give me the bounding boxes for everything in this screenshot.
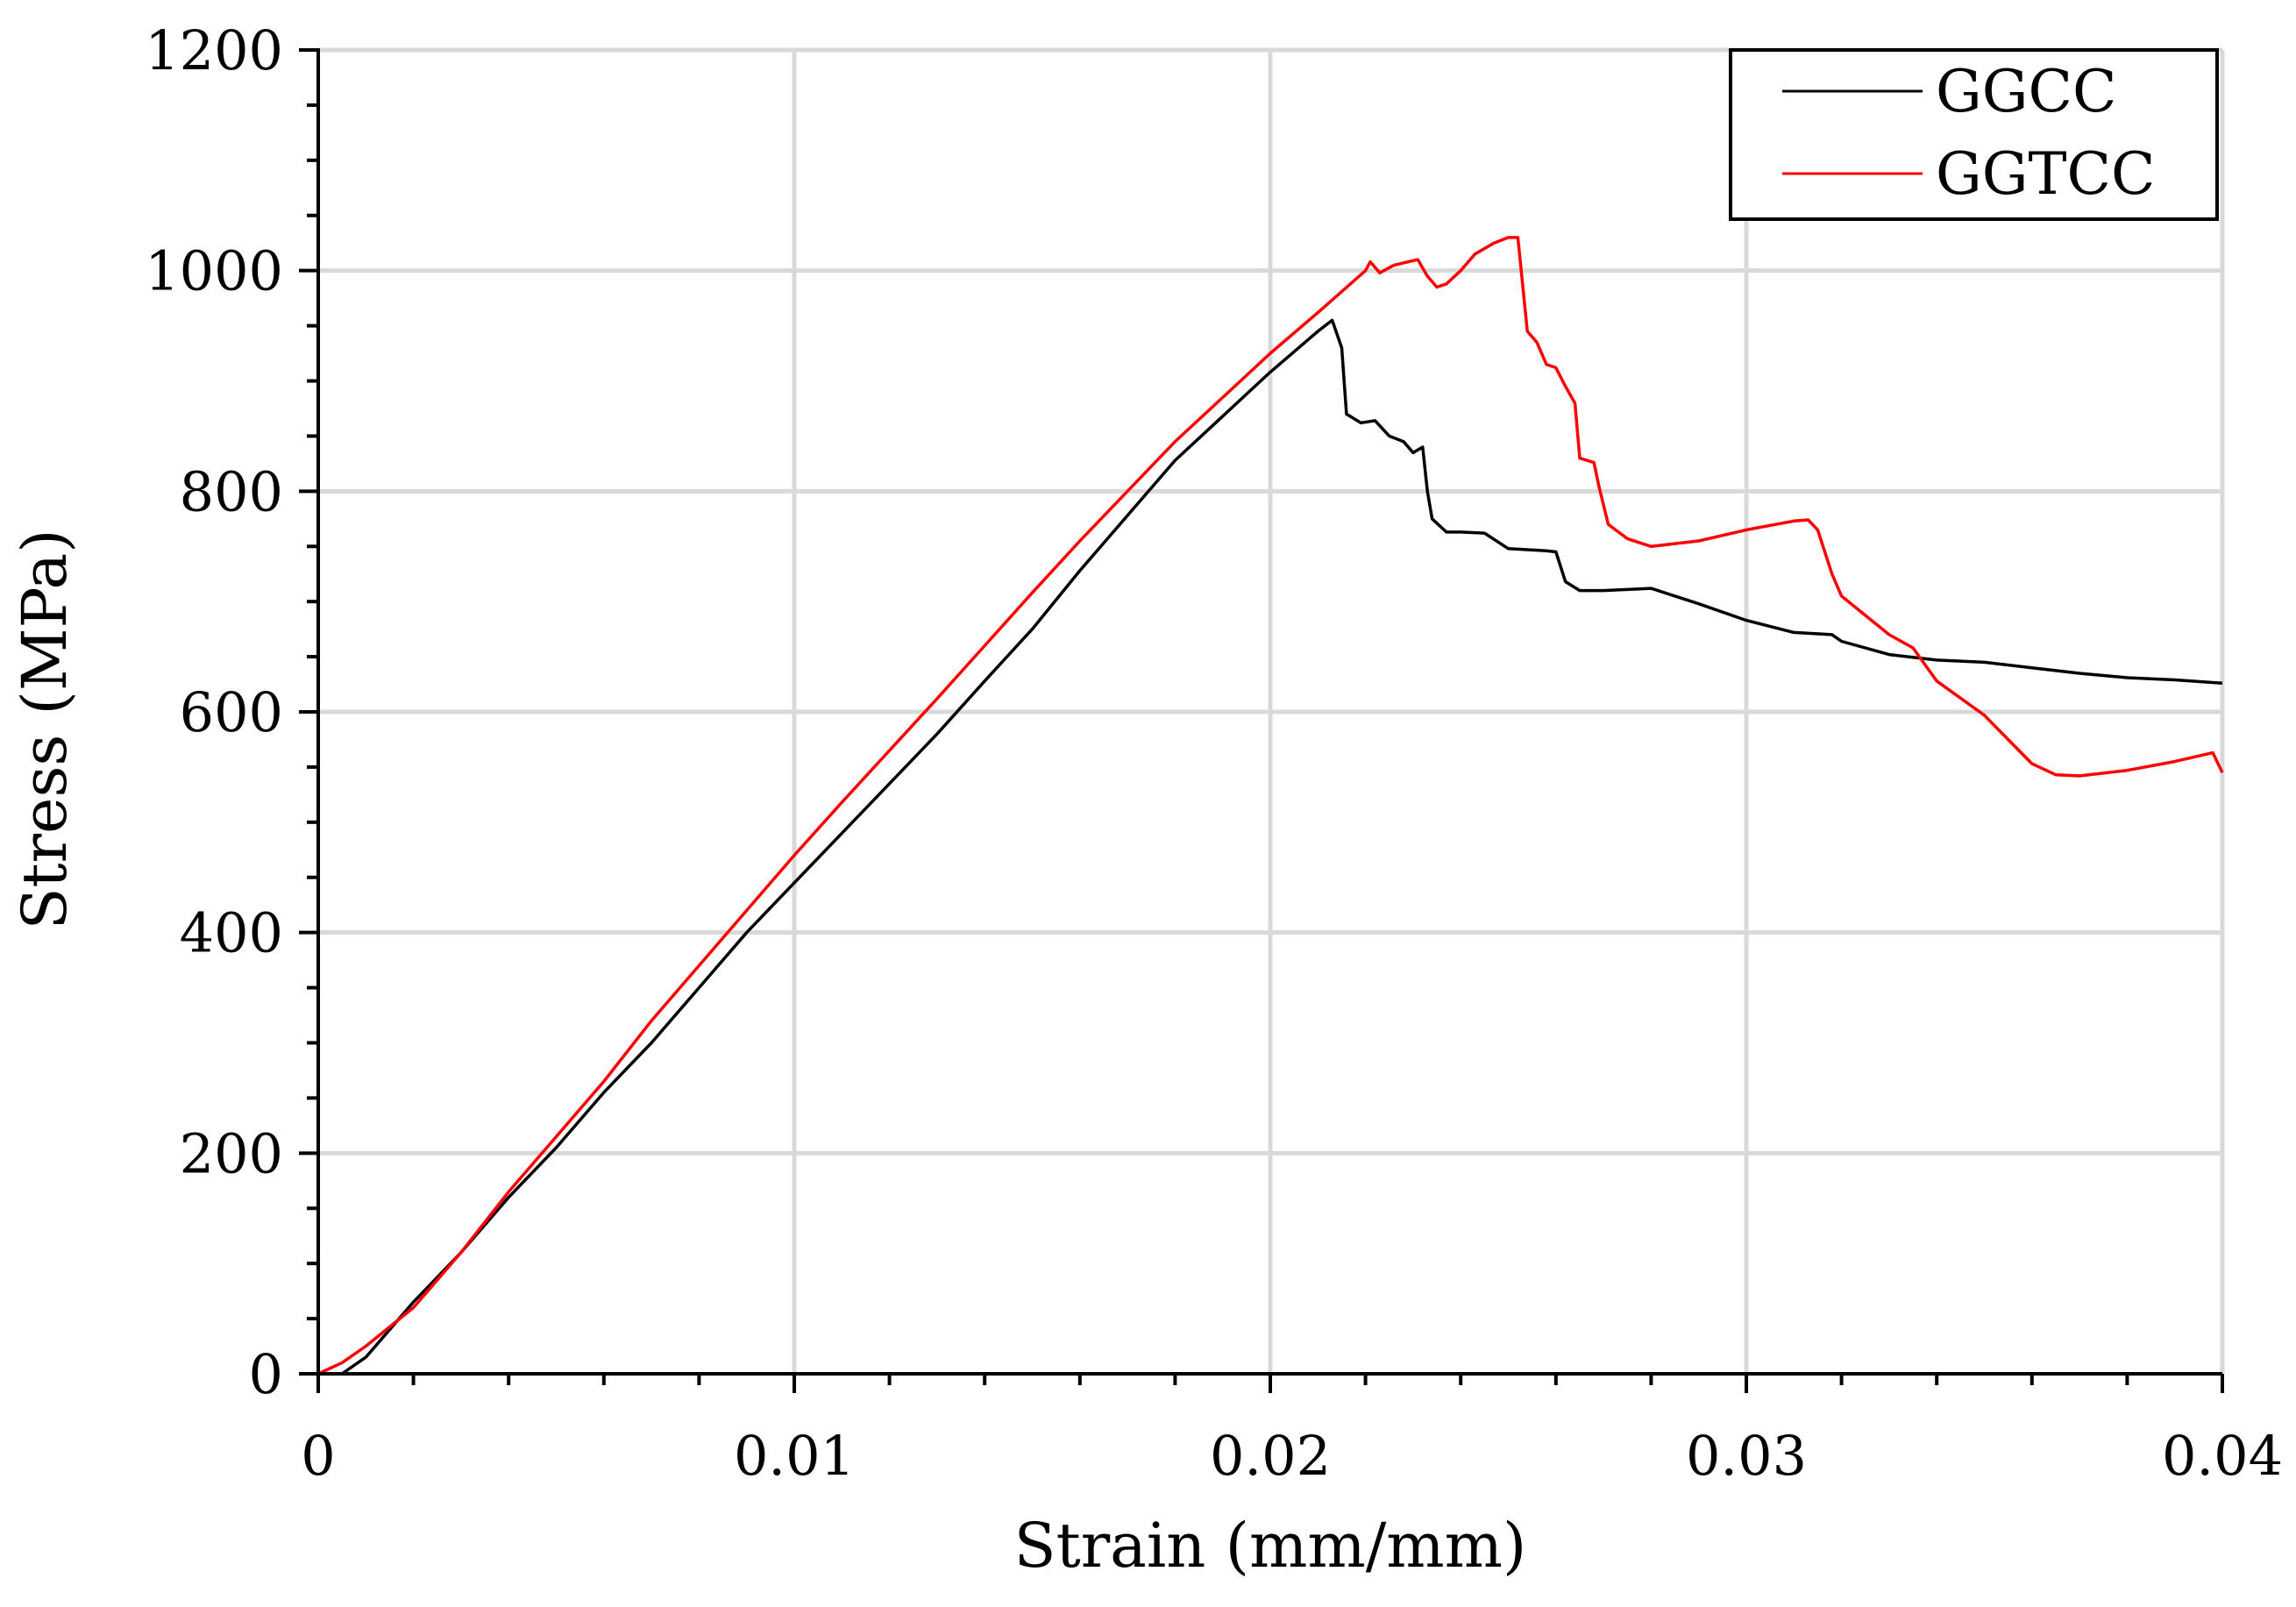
y-tick-label: 0: [249, 1342, 283, 1406]
y-tick-label: 800: [180, 459, 283, 523]
y-tick-label: 1000: [145, 239, 283, 303]
legend-box: [1729, 48, 2219, 221]
y-tick-label: 1200: [145, 18, 283, 82]
series-line-ggcc: [318, 318, 2223, 1376]
series-line-ggtcc: [317, 236, 2224, 1376]
x-tick-label: 0.03: [1686, 1424, 1807, 1488]
legend-label-ggcc: GGCC: [1936, 58, 2116, 125]
series-lines: [317, 236, 2224, 1376]
x-tick-label: 0.02: [1210, 1424, 1331, 1488]
legend-label-ggtcc: GGTCC: [1936, 140, 2155, 208]
y-axis-title: Stress (MPa): [9, 529, 81, 929]
x-axis-title: Strain (mm/mm): [1014, 1510, 1527, 1582]
y-tick-label: 400: [180, 901, 283, 965]
x-tick-label: 0: [301, 1424, 335, 1488]
x-tick-label: 0.01: [734, 1424, 855, 1488]
y-tick-label: 600: [180, 680, 283, 744]
y-tick-label: 200: [180, 1121, 283, 1185]
legend: GGCC GGTCC: [1729, 48, 2219, 221]
x-tick-label: 0.04: [2162, 1424, 2283, 1488]
tick-labels: 0 200 400 600 800 1000 1200 0 0.01 0.02 0.03 0.04: [145, 18, 2283, 1488]
axes: [299, 48, 2224, 1393]
